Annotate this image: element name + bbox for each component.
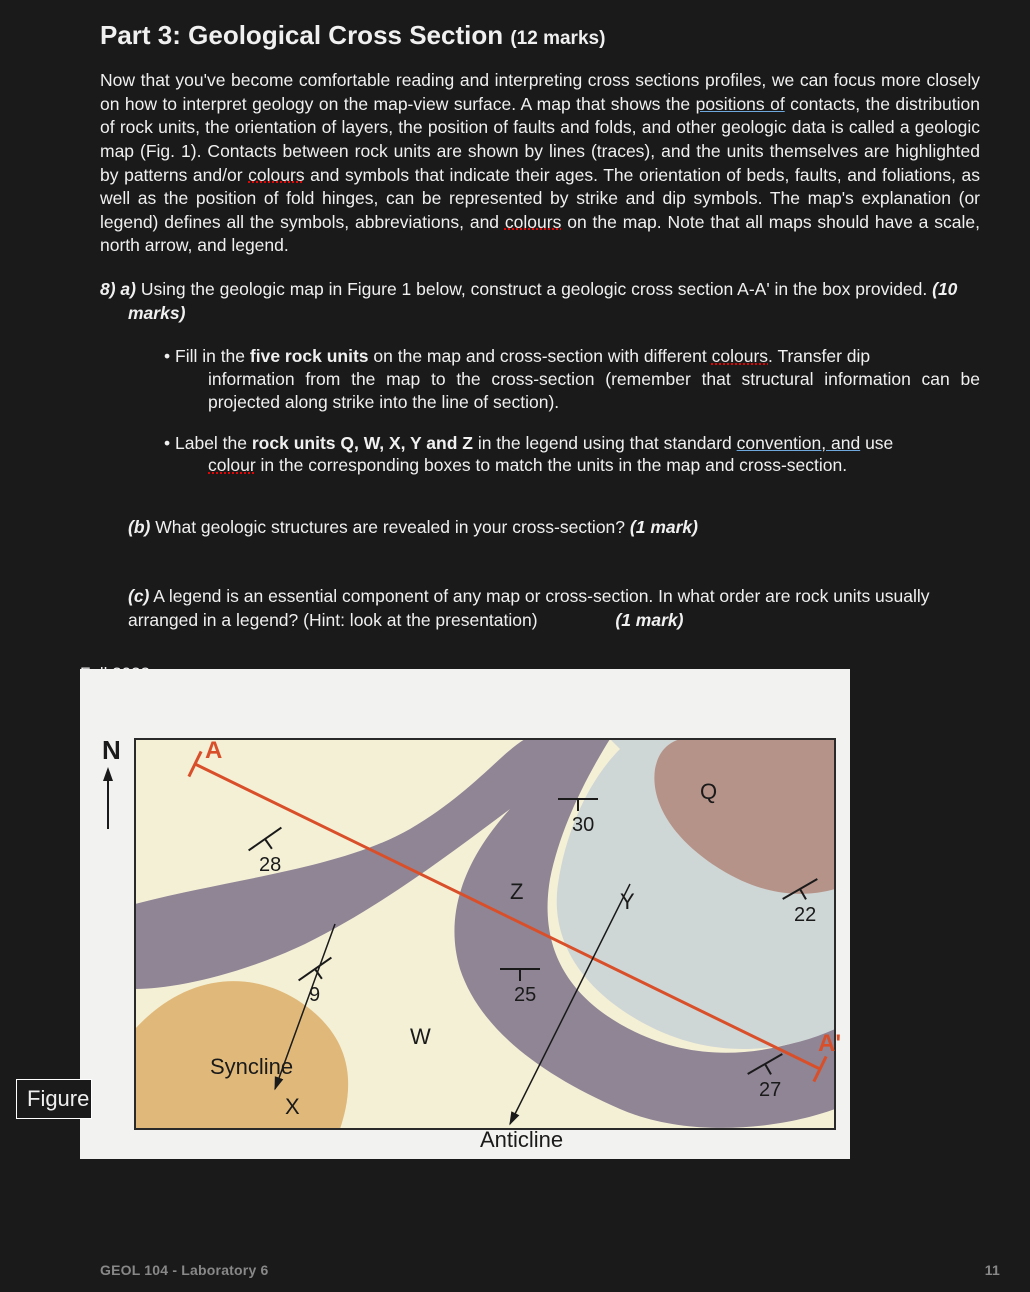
svg-text:Anticline: Anticline (480, 1127, 563, 1152)
qc-marks: (1 mark) (615, 610, 683, 630)
qc-label: (c) (128, 586, 149, 606)
qb-marks: (1 mark) (630, 517, 698, 537)
intro-sp2: colours (505, 212, 561, 232)
part-heading: Part 3: Geological Cross Section (12 mar… (100, 20, 980, 51)
footer-left: GEOL 104 - Laboratory 6 (100, 1262, 269, 1278)
question-8a: 8) a) Using the geologic map in Figure 1… (100, 278, 980, 325)
svg-text:Q: Q (700, 779, 717, 804)
svg-text:A: A (205, 737, 222, 764)
bullet-2: Label the rock units Q, W, X, Y and Z in… (158, 432, 980, 478)
bullet-list: Fill in the five rock units on the map a… (158, 345, 980, 477)
footer-right: 11 (985, 1262, 1000, 1278)
question-8c: (c) A legend is an essential component o… (128, 584, 980, 633)
svg-text:22: 22 (794, 904, 816, 926)
caption-text: Figure 1 (27, 1086, 92, 1111)
geologic-map: N A A' 28 9 30 25 22 27 Q Z Y W X Syncline Anticline (80, 669, 850, 1159)
svg-text:Y: Y (620, 889, 635, 914)
svg-text:A': A' (818, 1030, 841, 1057)
svg-text:9: 9 (309, 984, 320, 1006)
qb-label: (b) (128, 517, 150, 537)
question-8b: (b) What geologic structures are reveale… (128, 515, 980, 540)
svg-text:Z: Z (510, 879, 523, 904)
content-column: Part 3: Geological Cross Section (12 mar… (100, 20, 980, 1159)
svg-text:X: X (285, 1094, 300, 1119)
intro-sp1: colours (248, 165, 304, 185)
svg-text:N: N (102, 735, 121, 765)
bullet-1: Fill in the five rock units on the map a… (158, 345, 980, 413)
qb-text: What geologic structures are revealed in… (150, 517, 630, 537)
heading-marks: (12 marks) (510, 28, 605, 49)
svg-text:28: 28 (259, 854, 281, 876)
svg-text:30: 30 (572, 814, 594, 836)
qc-text: A legend is an essential component of an… (128, 586, 930, 631)
heading-title: Part 3: Geological Cross Section (100, 20, 503, 50)
document-page: Part 3: Geological Cross Section (12 mar… (0, 0, 1030, 1292)
figure-container: Figure 1 NAA'28930252227QZYWXSynclineAnt… (80, 669, 980, 1159)
intro-u1: positions of (696, 94, 785, 114)
svg-text:W: W (410, 1024, 431, 1049)
page-footer: GEOL 104 - Laboratory 6 11 (100, 1262, 1000, 1278)
figure-caption: Figure 1 (16, 1079, 92, 1119)
intro-paragraph: Now that you've become comfortable readi… (100, 69, 980, 258)
svg-text:27: 27 (759, 1079, 781, 1101)
svg-text:Syncline: Syncline (210, 1054, 293, 1079)
svg-text:25: 25 (514, 984, 536, 1006)
